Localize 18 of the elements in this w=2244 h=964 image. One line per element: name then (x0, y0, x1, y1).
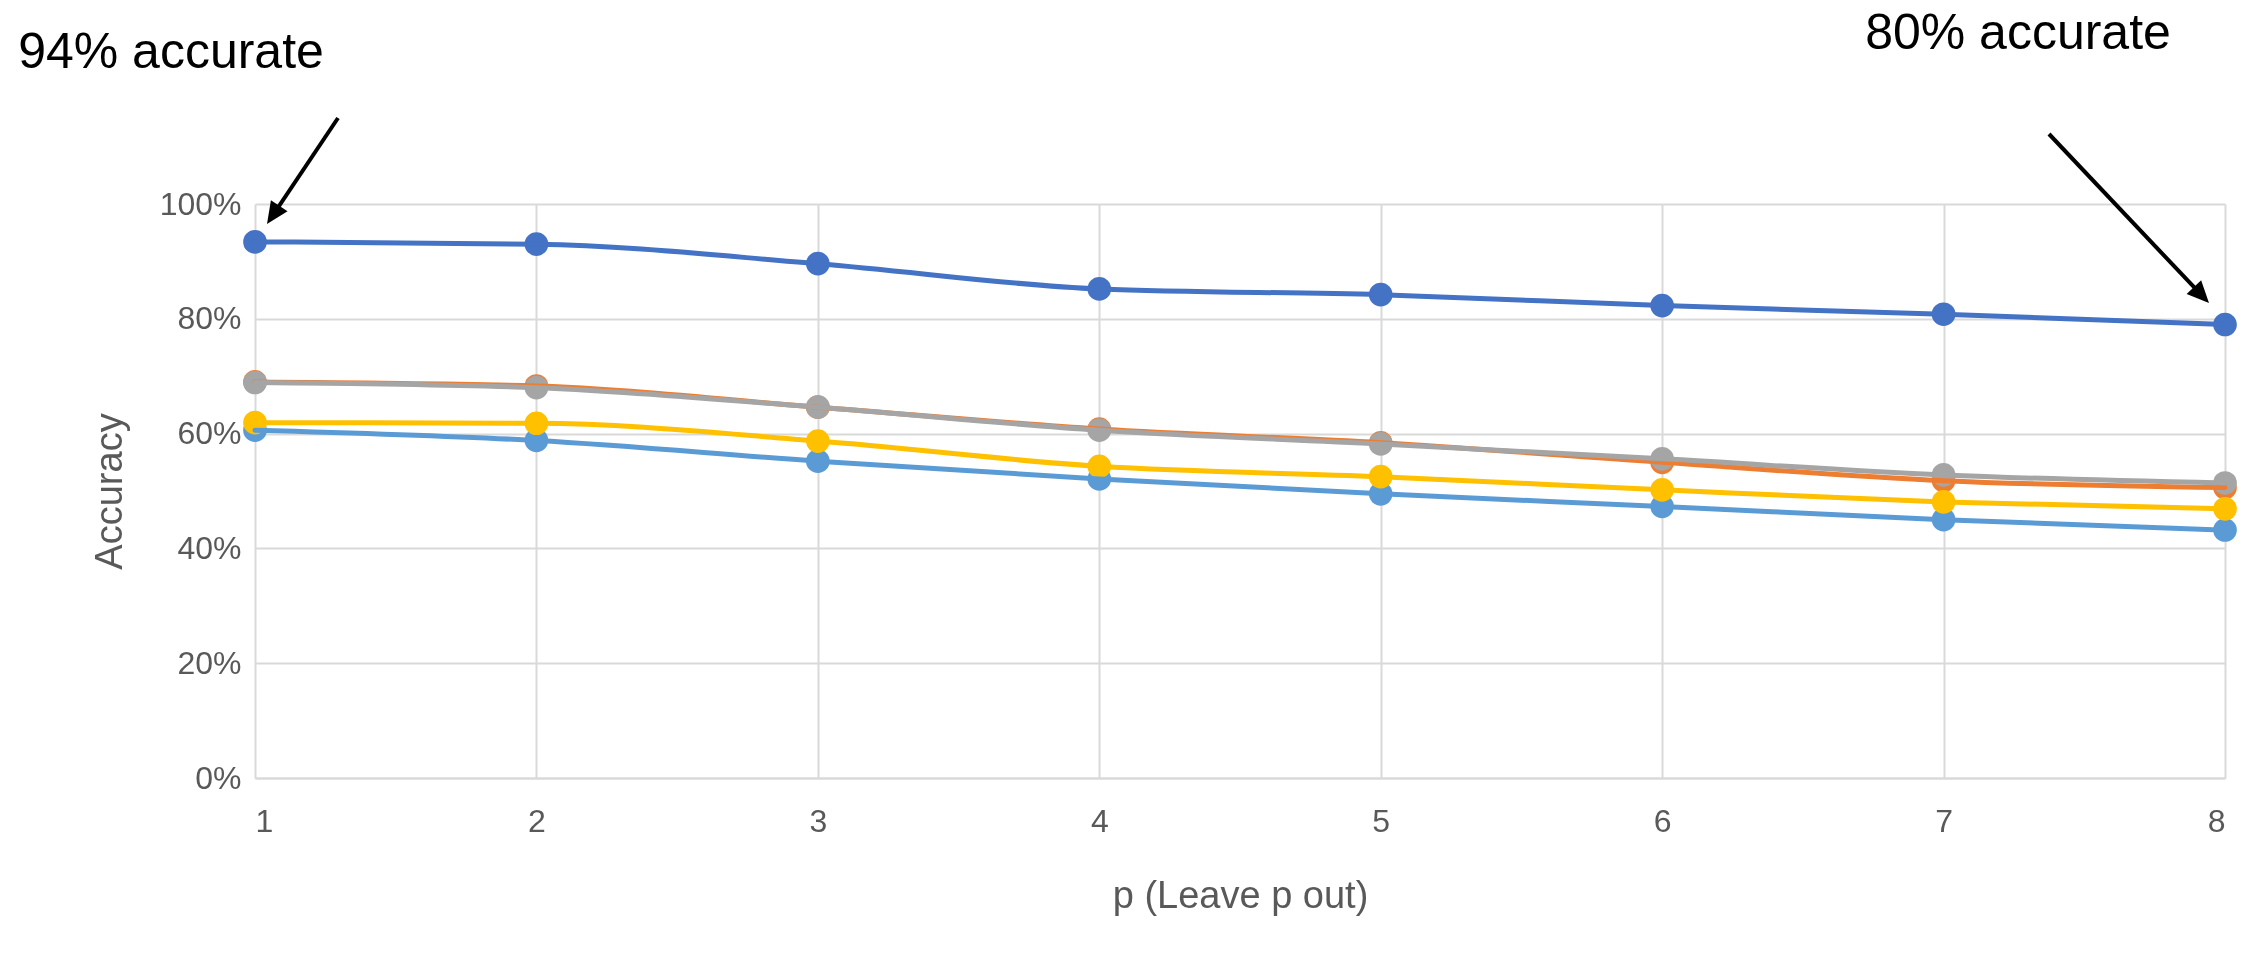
x-tick-label: 7 (1935, 802, 1953, 839)
x-tick-label: 1 (255, 802, 274, 839)
x-tick-label: 2 (528, 802, 546, 839)
x-tick-label: 6 (1653, 802, 1672, 839)
y-tick-label: 0% (195, 759, 242, 796)
x-tick-label: 4 (1090, 802, 1109, 839)
x-tick-label: 8 (2207, 802, 2226, 839)
y-tick-label: 100% (159, 185, 242, 222)
y-tick-label: 60% (177, 415, 242, 452)
y-tick-label: 20% (177, 644, 242, 681)
x-tick-label: 5 (1372, 802, 1391, 839)
y-axis-title: Accuracy (87, 413, 130, 570)
x-axis-title: p (Leave p out) (1112, 873, 1369, 916)
text: 94% accurate (18, 23, 324, 79)
y-tick-label: 40% (177, 529, 242, 566)
x-tick-label: 3 (809, 802, 828, 839)
y-tick-label: 80% (177, 300, 242, 337)
text: 80% accurate (1865, 4, 2171, 60)
